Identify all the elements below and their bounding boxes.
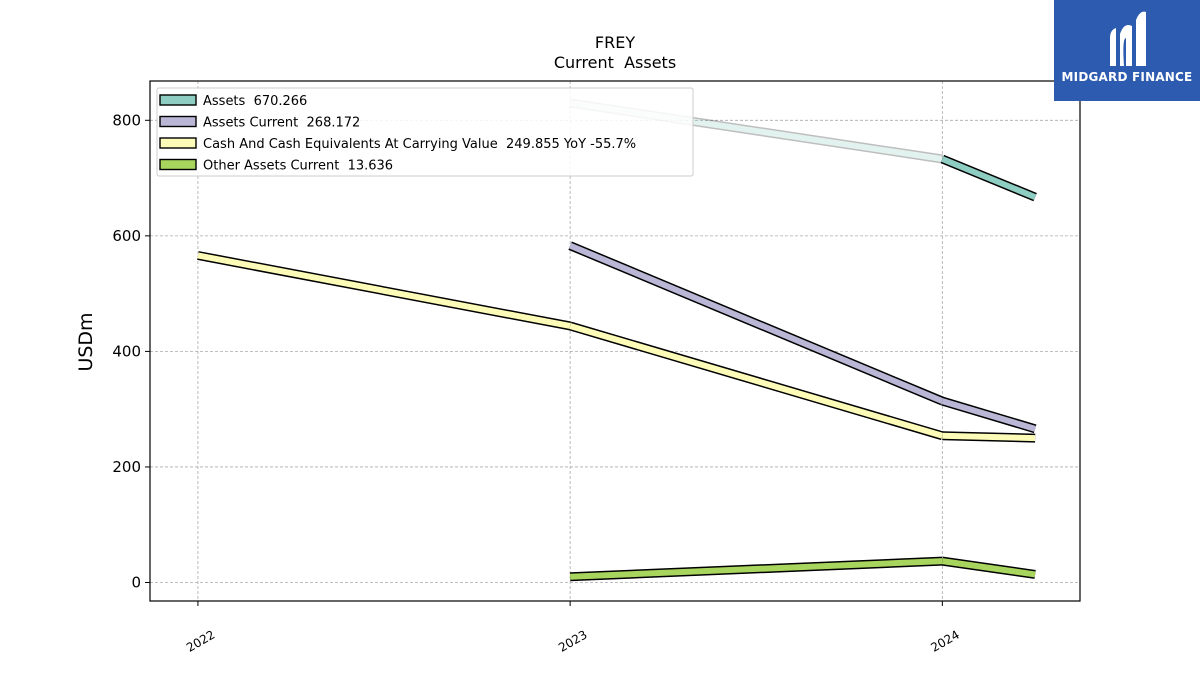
logo-text: MIDGARD FINANCE [1061, 70, 1193, 84]
series-segment-fill [941, 156, 1037, 200]
x-axis: 2022 2023 2024 [184, 601, 962, 655]
series-segment-fill [569, 323, 944, 439]
y-tick-label: 200 [112, 458, 141, 476]
series-segment [940, 154, 1037, 202]
legend-label: Assets Current 268.172 [203, 116, 360, 131]
legend-swatch [159, 158, 197, 171]
series-segment [568, 321, 944, 441]
legend: Assets 670.266 Assets Current 268.172 Cash… [156, 87, 694, 177]
legend-swatch [159, 115, 197, 128]
y-tick-label: 0 [131, 574, 141, 592]
series-segment [941, 556, 1036, 579]
y-tick-label: 600 [112, 227, 141, 245]
chart-subtitle: Current Assets [554, 53, 676, 72]
series-line [568, 241, 1037, 434]
series-segment-fill [570, 558, 943, 580]
legend-swatch [159, 137, 197, 149]
y-axis-label: USDm [75, 312, 97, 371]
series-segment-fill [568, 242, 944, 404]
legend-swatch [159, 94, 197, 106]
x-tick-label: 2022 [184, 627, 217, 654]
series-segment-fill [942, 432, 1036, 442]
legend-label: Other Assets Current 13.636 [203, 159, 393, 174]
y-axis: 0 200 400 600 800 [112, 111, 150, 592]
legend-label: Assets 670.266 [203, 94, 307, 109]
legend-label: Cash And Cash Equivalents At Carrying Va… [203, 137, 636, 152]
series-line [569, 556, 1036, 582]
series-segment-fill [197, 252, 571, 329]
logo-mark-icon [1110, 11, 1146, 66]
y-tick-label: 400 [112, 342, 141, 360]
y-tick-label: 800 [112, 111, 141, 129]
x-tick-label: 2023 [556, 627, 589, 654]
legend-box [156, 87, 694, 177]
x-tick-label: 2024 [928, 627, 961, 654]
series-segment [941, 396, 1037, 434]
series-segment [568, 241, 945, 406]
series-segment [942, 431, 1036, 443]
series-layer [197, 98, 1037, 582]
plot-frame [149, 80, 1081, 602]
series-segment-fill [941, 398, 1036, 432]
series-segment-fill [941, 558, 1036, 578]
series-segment [197, 251, 571, 331]
brand-logo: MIDGARD FINANCE [1054, 0, 1200, 101]
chart-title: FREY [595, 33, 635, 52]
series-line [197, 251, 1036, 443]
series-segment [569, 556, 943, 582]
